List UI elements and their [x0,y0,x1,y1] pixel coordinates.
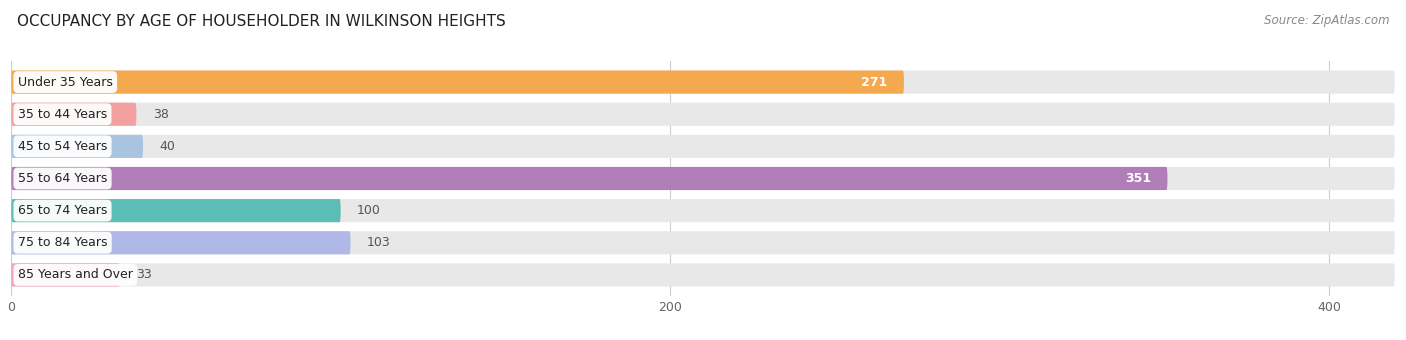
Text: 55 to 64 Years: 55 to 64 Years [18,172,107,185]
Text: Under 35 Years: Under 35 Years [18,75,112,89]
Text: 103: 103 [367,236,391,249]
FancyBboxPatch shape [11,199,340,222]
Text: 75 to 84 Years: 75 to 84 Years [18,236,107,249]
FancyBboxPatch shape [11,231,350,254]
Text: 271: 271 [862,75,887,89]
FancyBboxPatch shape [11,103,136,126]
Text: 65 to 74 Years: 65 to 74 Years [18,204,107,217]
FancyBboxPatch shape [11,70,904,94]
Text: OCCUPANCY BY AGE OF HOUSEHOLDER IN WILKINSON HEIGHTS: OCCUPANCY BY AGE OF HOUSEHOLDER IN WILKI… [17,14,506,29]
FancyBboxPatch shape [11,135,143,158]
FancyBboxPatch shape [11,70,1395,94]
FancyBboxPatch shape [11,231,1395,254]
Text: 45 to 54 Years: 45 to 54 Years [18,140,107,153]
FancyBboxPatch shape [11,264,1395,287]
Text: 85 Years and Over: 85 Years and Over [18,268,132,282]
Text: 38: 38 [153,108,169,121]
Text: 100: 100 [357,204,381,217]
Text: 40: 40 [159,140,176,153]
FancyBboxPatch shape [11,167,1395,190]
FancyBboxPatch shape [11,199,1395,222]
FancyBboxPatch shape [11,264,120,287]
FancyBboxPatch shape [11,167,1167,190]
Text: 33: 33 [136,268,152,282]
FancyBboxPatch shape [11,135,1395,158]
Text: 351: 351 [1125,172,1152,185]
Text: Source: ZipAtlas.com: Source: ZipAtlas.com [1264,14,1389,27]
Text: 35 to 44 Years: 35 to 44 Years [18,108,107,121]
FancyBboxPatch shape [11,103,1395,126]
